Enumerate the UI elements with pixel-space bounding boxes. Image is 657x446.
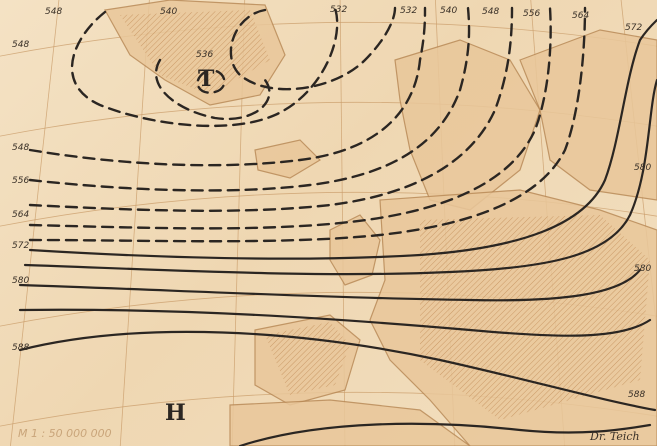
contour-label: 588 (628, 390, 645, 400)
contour-label: 548 (12, 40, 29, 50)
author-label: Dr. Teich (589, 430, 640, 443)
dashed-contours (28, 6, 587, 243)
solid-contours (18, 18, 657, 446)
high-pressure-symbol: H (165, 400, 186, 426)
contour-label: 548 (482, 7, 499, 17)
contour-label: 588 (12, 343, 29, 353)
low-pressure-symbol: T (198, 66, 215, 92)
contour-labels: 548 540 532 532 540 548 556 564 572 548 … (12, 5, 651, 400)
contour-label: 580 (12, 276, 29, 286)
low-value-label: 536 (196, 50, 213, 60)
contour-label: 564 (572, 11, 589, 21)
coastlines (104, 0, 657, 446)
contour-label: 532 (400, 6, 417, 16)
contour-label: 580 (634, 163, 651, 173)
scandinavia (394, 39, 541, 211)
contour-label: 548 (12, 143, 29, 153)
iceland (254, 139, 321, 179)
contour-label: 540 (440, 6, 457, 16)
contour-label: 580 (634, 264, 651, 274)
contour-label: 556 (12, 176, 29, 186)
scale-label: M 1 : 50 000 000 (18, 427, 112, 440)
contour-label: 540 (160, 7, 177, 17)
contour-label: 532 (330, 5, 347, 15)
baltic-russia (519, 29, 657, 201)
contour-label: 572 (625, 23, 642, 33)
contour-label: 548 (45, 7, 62, 17)
contour-label: 556 (523, 9, 540, 19)
contour-label: 572 (12, 241, 29, 251)
contour-label: 564 (12, 210, 29, 220)
